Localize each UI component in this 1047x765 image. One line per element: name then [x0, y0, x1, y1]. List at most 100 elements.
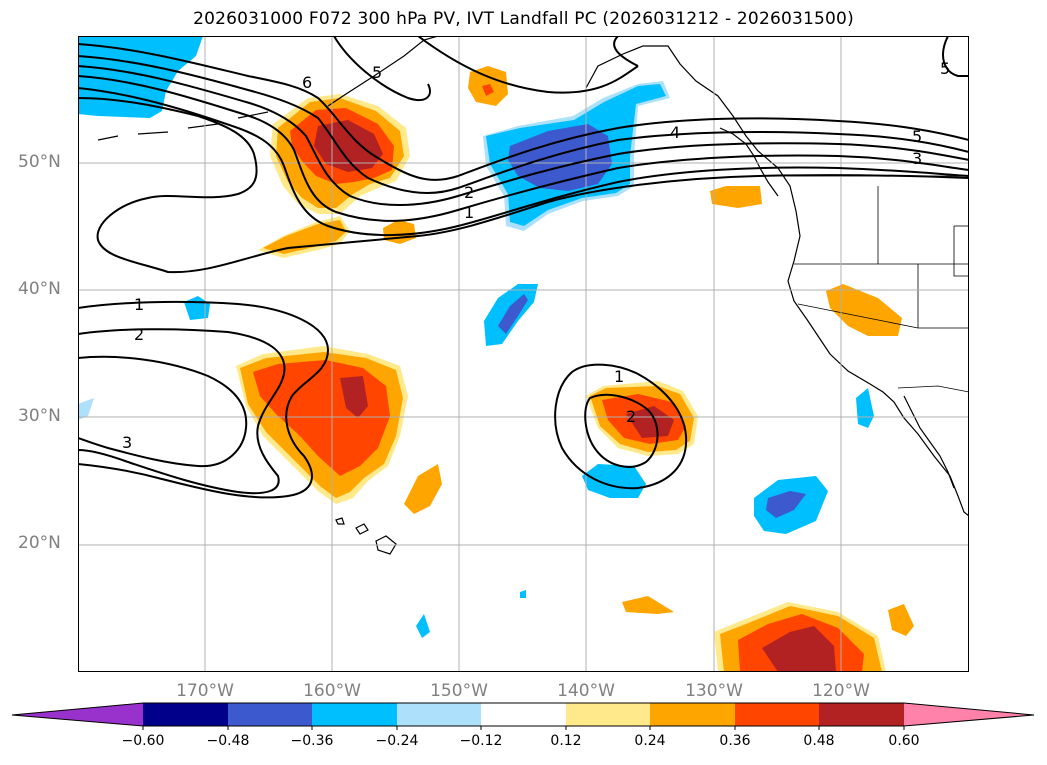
lon-label-140w: 140°W	[557, 681, 615, 701]
colorbar-segment	[650, 703, 735, 726]
map-canvas: 6 5 5 4 5 3 2 1 1 2 3 1 2	[78, 36, 969, 672]
shading-pos-n150-core	[482, 84, 494, 96]
coastline-alaska	[327, 36, 439, 107]
lon-label-160w: 160°W	[303, 681, 361, 701]
island-hawaii	[375, 535, 397, 555]
colorbar-tick-label: 0.24	[634, 733, 666, 749]
contour-jet-5	[78, 55, 969, 194]
contour-label: 6	[302, 73, 312, 92]
lon-label-150w: 150°W	[430, 681, 488, 701]
map-panel: 6 5 5 4 5 3 2 1 1 2 3 1 2	[78, 36, 969, 672]
contour-label: 1	[464, 203, 474, 222]
shading-neg-mid-core	[498, 294, 528, 334]
shading-neg-west	[78, 398, 94, 420]
lat-label-50n: 50°N	[18, 152, 61, 172]
contour-top-3	[613, 36, 639, 67]
border-states-4	[797, 303, 919, 329]
border-states-3	[917, 264, 969, 329]
colorbar-segment	[228, 703, 312, 726]
colorbar-tick-label: 0.12	[550, 733, 582, 749]
lat-label-20n: 20°N	[18, 533, 61, 553]
shading-pos-small	[383, 220, 416, 244]
lon-label-170w: 170°W	[176, 681, 234, 701]
contour-jet-4	[78, 65, 969, 206]
border-states-6	[953, 226, 969, 277]
coastline-north-america	[585, 45, 969, 517]
contour-label: 3	[122, 433, 132, 452]
contour-top-2	[417, 36, 639, 94]
shading-pos-hi	[404, 464, 442, 514]
contour-jet-2	[78, 87, 969, 236]
shading-pos-far-se	[888, 604, 914, 636]
contour-west-1	[78, 300, 330, 499]
contour-jet-3	[78, 75, 969, 222]
shading-layer	[78, 36, 914, 672]
contour-east-1	[554, 363, 688, 490]
colorbar-segment	[481, 703, 566, 726]
map-title: 2026031000 F072 300 hPa PV, IVT Landfall…	[193, 9, 854, 29]
shading-pos-e-core	[626, 406, 674, 438]
contour-west-2	[78, 328, 286, 495]
contour-top-1	[333, 36, 431, 102]
colorbar-tick-label: −0.24	[375, 733, 419, 749]
contour-label: 1	[134, 295, 144, 314]
shading-pos-strip-inner	[263, 220, 346, 254]
shading-pos-aleutian-core	[314, 120, 383, 172]
coastline-bc	[719, 127, 779, 197]
colorbar-segment	[735, 703, 819, 726]
contour-label: 5	[372, 63, 382, 82]
colorbar-segment	[566, 703, 650, 726]
colorbar-tick-label: 0.36	[719, 733, 751, 749]
pv-contours	[78, 36, 969, 499]
colorbar-extend-high	[904, 703, 1034, 726]
lat-label-40n: 40°N	[18, 279, 61, 299]
colorbar-extend-low	[12, 703, 143, 726]
shading-neg-small	[184, 296, 210, 320]
shading-pos-big-core	[340, 376, 368, 418]
borders	[790, 175, 969, 393]
colorbar-bar	[11, 702, 1035, 730]
contour-label: 5	[940, 59, 950, 78]
contour-label: 3	[912, 149, 922, 168]
colorbar-tick-label: −0.60	[121, 733, 165, 749]
coastline-baja	[903, 395, 955, 489]
colorbar-segment	[143, 703, 228, 726]
island-kauai	[335, 517, 345, 525]
shading-neg-coast	[856, 388, 874, 428]
shading-neg-tiny1	[416, 614, 430, 638]
contour-label-layer: 6 5 5 4 5 3 2 1 1 2 3 1 2	[122, 59, 950, 452]
contour-label: 2	[134, 325, 144, 344]
contour-label: 2	[626, 407, 636, 426]
shading-neg-nw	[78, 36, 203, 118]
lon-label-130w: 130°W	[685, 681, 743, 701]
shading-neg-tiny2	[520, 590, 526, 598]
coastlines	[97, 36, 969, 555]
shading-pos-48n	[710, 186, 762, 208]
colorbar-segment	[819, 703, 904, 726]
colorbar-tick-label: −0.12	[459, 733, 503, 749]
lon-label-120w: 120°W	[812, 681, 870, 701]
contour-jet-6	[78, 43, 969, 181]
contour-label: 4	[670, 123, 680, 142]
shading-pos-south-core	[762, 626, 836, 672]
colorbar-segment	[397, 703, 481, 726]
contour-east-2	[584, 393, 659, 468]
contour-jet-1-loop	[78, 97, 969, 274]
contour-top-4	[942, 36, 969, 77]
colorbar-tick-label: 0.48	[803, 733, 835, 749]
gridlines	[78, 36, 969, 672]
colorbar-tick-label: −0.48	[206, 733, 250, 749]
shading-neg-se-core	[766, 491, 806, 518]
contour-label: 1	[614, 367, 624, 386]
colorbar-segment	[312, 703, 397, 726]
colorbar-tick-label: 0.60	[888, 733, 920, 749]
contour-label: 2	[464, 183, 474, 202]
border-mexico	[897, 385, 969, 393]
shading-pos-south-small	[622, 596, 674, 614]
contour-west-3	[78, 355, 248, 468]
island-oahu	[355, 523, 369, 535]
colorbar-tickmarks	[142, 726, 905, 730]
contour-label: 5	[912, 127, 922, 146]
shading-pos-coast	[826, 284, 902, 336]
lat-label-30n: 30°N	[18, 406, 61, 426]
